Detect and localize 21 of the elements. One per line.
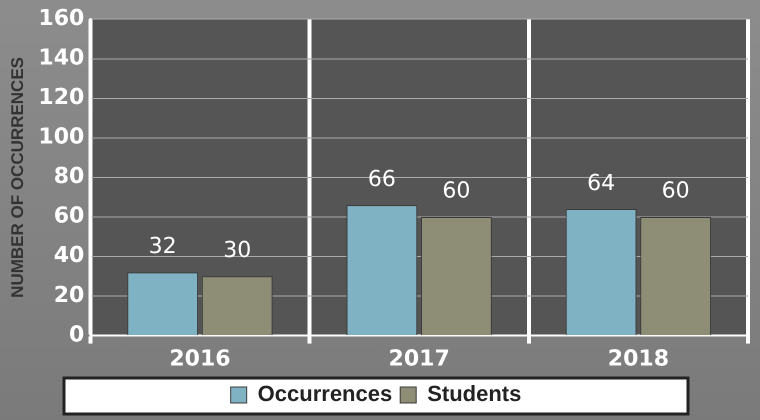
y-tick-label: 40: [54, 243, 84, 268]
legend-label: Occurrences: [258, 381, 392, 406]
y-tick-label: 140: [38, 45, 84, 70]
legend-label: Students: [427, 381, 522, 406]
y-tick-label: 60: [54, 204, 84, 229]
y-tick-label: 120: [38, 85, 84, 110]
data-label: 60: [442, 178, 470, 204]
y-tick-label: 160: [38, 6, 84, 31]
y-axis-title: NUMBER OF OCCURRENCES: [8, 56, 27, 298]
y-tick-label: 80: [54, 164, 84, 190]
data-label: 60: [662, 178, 690, 204]
x-tick-label: 2017: [388, 346, 450, 372]
data-label: 64: [587, 170, 616, 196]
data-label: 30: [223, 238, 252, 263]
y-tick-label: 100: [38, 124, 84, 150]
x-tick-label: 2018: [608, 346, 670, 372]
data-label: 66: [368, 166, 396, 192]
x-tick-label: 2016: [169, 346, 231, 372]
y-tick-label: 20: [54, 282, 84, 308]
data-label: 32: [148, 234, 177, 260]
y-tick-label: 0: [69, 322, 84, 348]
